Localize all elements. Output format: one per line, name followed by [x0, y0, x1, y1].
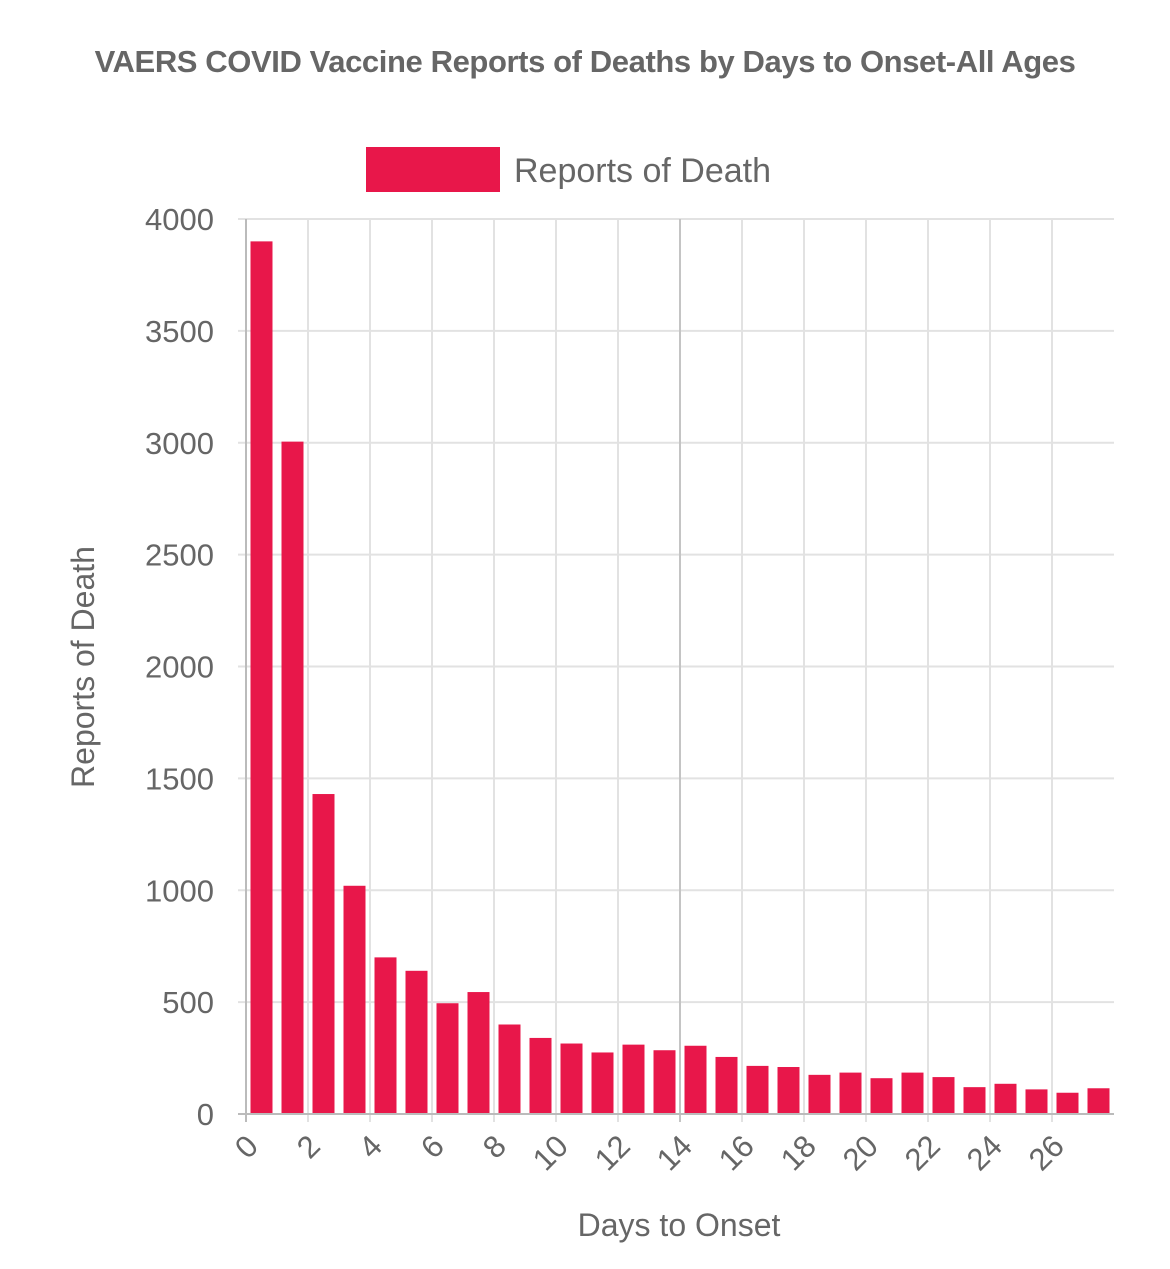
bar[interactable]	[281, 441, 304, 1115]
x-tick-label: 6	[414, 1128, 451, 1165]
bar[interactable]	[715, 1056, 738, 1114]
bars	[250, 241, 1110, 1115]
y-tick-labels: 0 500 1000 1500 2000 2500 3000 3500 4000	[145, 202, 214, 1132]
y-tick-label: 500	[162, 985, 214, 1020]
x-tick-label: 10	[526, 1128, 575, 1177]
y-tick-label: 0	[197, 1097, 214, 1132]
y-tick-label: 4000	[145, 202, 214, 237]
x-tick-label: 22	[898, 1128, 947, 1177]
x-tick-label: 18	[774, 1128, 823, 1177]
x-tick-label: 16	[712, 1128, 761, 1177]
bar[interactable]	[374, 957, 397, 1114]
bar[interactable]	[1025, 1089, 1048, 1114]
x-tick-label: 24	[960, 1128, 1009, 1177]
bar[interactable]	[405, 970, 428, 1114]
bar[interactable]	[529, 1037, 552, 1114]
x-tick-label: 2	[290, 1128, 327, 1165]
y-axis-title: Reports of Death	[65, 546, 101, 788]
y-tick-label: 3500	[145, 314, 214, 349]
x-tick-label: 12	[588, 1128, 637, 1177]
bar[interactable]	[870, 1078, 893, 1114]
y-tick-label: 1000	[145, 873, 214, 908]
grid-lines	[238, 218, 1114, 1122]
x-axis-title: Days to Onset	[578, 1207, 781, 1243]
bar[interactable]	[1056, 1092, 1079, 1114]
y-tick-label: 2500	[145, 538, 214, 573]
bar[interactable]	[436, 1003, 459, 1114]
x-tick-label: 20	[836, 1128, 885, 1177]
axes	[238, 219, 1114, 1122]
bar[interactable]	[343, 885, 366, 1114]
bar[interactable]	[994, 1083, 1017, 1114]
legend[interactable]: Reports of Death	[366, 147, 771, 192]
x-tick-labels: 0 2 4 6 8 10 12 14 16 18 20 22 24 26	[228, 1128, 1071, 1177]
bar[interactable]	[746, 1065, 769, 1114]
x-tick-label: 4	[352, 1128, 389, 1165]
chart-title: VAERS COVID Vaccine Reports of Deaths by…	[94, 44, 1076, 79]
bar[interactable]	[1087, 1088, 1110, 1114]
y-tick-label: 1500	[145, 761, 214, 796]
legend-label: Reports of Death	[514, 152, 771, 190]
bar[interactable]	[963, 1087, 986, 1114]
x-tick-label: 0	[228, 1128, 265, 1165]
bar[interactable]	[839, 1072, 862, 1114]
bar[interactable]	[312, 794, 335, 1114]
bar[interactable]	[591, 1052, 614, 1114]
y-tick-label: 2000	[145, 650, 214, 685]
x-tick-label: 26	[1022, 1128, 1071, 1177]
bar[interactable]	[653, 1050, 676, 1114]
bar[interactable]	[808, 1074, 831, 1114]
bar[interactable]	[932, 1077, 955, 1114]
bar[interactable]	[684, 1045, 707, 1114]
bar[interactable]	[467, 992, 490, 1114]
bar[interactable]	[560, 1043, 583, 1114]
y-tick-label: 3000	[145, 426, 214, 461]
bar[interactable]	[622, 1044, 645, 1114]
x-tick-label: 8	[476, 1128, 513, 1165]
legend-swatch	[366, 147, 500, 192]
bar[interactable]	[777, 1067, 800, 1114]
bar[interactable]	[498, 1024, 521, 1115]
bar[interactable]	[901, 1072, 924, 1114]
bar[interactable]	[250, 241, 273, 1114]
x-tick-label: 14	[650, 1128, 699, 1177]
